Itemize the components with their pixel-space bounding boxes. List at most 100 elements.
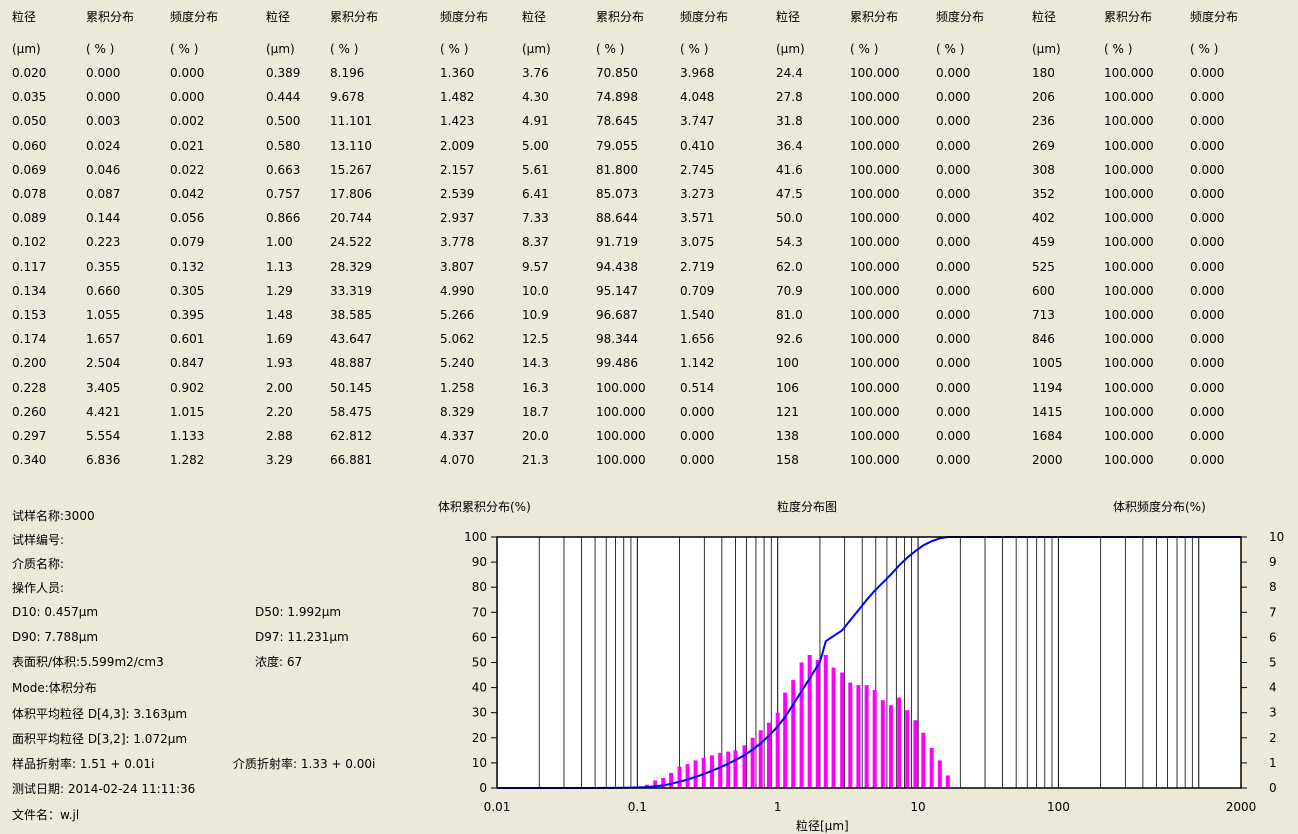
table-cell: 9.678 — [330, 90, 365, 105]
table-cell: 1.540 — [680, 308, 715, 322]
table-cell: 846 — [1032, 332, 1055, 347]
table-cell: 0.000 — [936, 380, 971, 395]
chart-title: 粒度分布图 — [777, 499, 837, 514]
table-cell: 100.000 — [850, 211, 900, 226]
table-cell: 1.657 — [86, 332, 121, 347]
table-cell: 0.000 — [936, 356, 971, 371]
table-cell: 1.656 — [680, 332, 715, 347]
y-tick-label-left: 90 — [472, 555, 487, 569]
table-cell: 1.482 — [440, 90, 475, 105]
table-cell: 47.5 — [776, 187, 803, 201]
table-cell: 3.747 — [680, 114, 715, 129]
table-cell: 0.035 — [12, 90, 47, 105]
table-cell: 0.132 — [170, 259, 205, 274]
table-cell: 0.223 — [86, 235, 121, 250]
table-cell: 3.273 — [680, 187, 715, 201]
table-cell: 0.902 — [170, 380, 205, 395]
table-cell: 0.000 — [936, 114, 971, 129]
table-cell: 100.000 — [596, 380, 646, 395]
table-cell: 100.000 — [1104, 259, 1154, 274]
table-cell: 5.240 — [440, 356, 475, 371]
frequency-bar — [913, 720, 918, 788]
table-cell: 43.647 — [330, 332, 372, 347]
y-tick-label-left: 10 — [472, 756, 487, 770]
table-cell: 3.405 — [86, 380, 121, 395]
table-cell: 1.423 — [440, 114, 475, 129]
column-header: 频度分布 — [440, 10, 489, 24]
table-cell: 27.8 — [776, 90, 803, 105]
x-tick-label: 0.1 — [628, 800, 647, 814]
frequency-bar — [937, 760, 942, 788]
table-cell: 79.055 — [596, 138, 638, 153]
frequency-bar — [848, 682, 853, 788]
table-cell: 0.000 — [936, 211, 971, 226]
table-cell: 54.3 — [776, 235, 803, 250]
table-cell: 0.000 — [170, 90, 205, 105]
frequency-bar — [807, 654, 812, 788]
y-tick-label-right: 5 — [1269, 656, 1277, 670]
table-cell: 1.13 — [266, 259, 293, 274]
table-cell: 2.88 — [266, 429, 293, 443]
table-cell: 98.344 — [596, 332, 638, 347]
sample-number: 试样编号: — [12, 533, 65, 547]
table-cell: 0.866 — [266, 211, 301, 226]
medium-name: 介质名称: — [12, 557, 65, 571]
table-cell: 0.000 — [680, 404, 715, 419]
table-cell: 88.644 — [596, 211, 638, 226]
table-cell: 62.812 — [330, 429, 372, 443]
y-tick-label-left: 0 — [479, 781, 487, 795]
table-cell: 1.93 — [266, 356, 293, 371]
table-cell: 1.29 — [266, 283, 293, 298]
frequency-bar — [864, 685, 869, 788]
column-header: 累积分布 — [596, 10, 645, 24]
table-cell: 2.157 — [440, 162, 475, 177]
frequency-bar — [693, 760, 698, 788]
table-cell: 121 — [776, 404, 799, 419]
table-cell: 100.000 — [1104, 138, 1154, 153]
table-cell: 0.000 — [936, 308, 971, 322]
frequency-bar — [880, 700, 885, 788]
table-cell: 0.444 — [266, 90, 301, 105]
y-tick-label-left: 60 — [472, 630, 487, 644]
table-cell: 1.48 — [266, 308, 293, 322]
table-cell: 0.024 — [86, 138, 121, 153]
table-cell: 5.062 — [440, 332, 475, 347]
table-cell: 0.102 — [12, 235, 47, 250]
table-cell: 0.000 — [936, 259, 971, 274]
column-header: 粒径 — [522, 10, 547, 24]
table-cell: 31.8 — [776, 114, 803, 129]
frequency-bar — [775, 712, 780, 788]
table-cell: 0.134 — [12, 283, 47, 298]
frequency-bar — [758, 730, 763, 788]
test-date: 测试日期: 2014-02-24 11:11:36 — [12, 782, 196, 796]
frequency-bar — [661, 777, 666, 788]
table-cell: 1.360 — [440, 66, 475, 80]
frequency-bar — [872, 690, 877, 788]
table-cell: 3.76 — [522, 66, 549, 80]
table-cell: 24.522 — [330, 235, 372, 250]
table-cell: 0.000 — [1190, 114, 1225, 129]
y-tick-label-left: 40 — [472, 681, 487, 695]
table-cell: 70.9 — [776, 283, 803, 298]
table-cell: 1415 — [1032, 404, 1063, 419]
surface-volume: 表面积/体积:5.599m2/cm3 — [12, 655, 164, 669]
column-header: 粒径 — [1032, 10, 1057, 24]
concentration: 浓度: 67 — [255, 655, 303, 669]
table-cell: 50.145 — [330, 380, 372, 395]
table-cell: 0.000 — [1190, 308, 1225, 322]
table-cell: 33.319 — [330, 283, 372, 298]
y-tick-label-right: 6 — [1269, 630, 1277, 644]
frequency-bar — [791, 680, 796, 788]
column-header: 粒径 — [12, 10, 37, 24]
table-cell: 81.800 — [596, 162, 638, 177]
table-cell: 0.410 — [680, 138, 715, 153]
table-cell: 0.395 — [170, 308, 205, 322]
table-cell: 2.539 — [440, 187, 475, 201]
y-tick-label-left: 30 — [472, 706, 487, 720]
table-cell: 100.000 — [1104, 162, 1154, 177]
table-cell: 92.6 — [776, 332, 803, 347]
y-axis-label-left: 体积累积分布(%) — [438, 500, 531, 514]
table-cell: 10.9 — [522, 308, 549, 322]
data-table: 粒径 累积分布 频度分布 粒径 累积分布 频度分布 粒径 累积分布 频度分布 粒径 累积分布 频度分布… — [12, 10, 1238, 467]
x-tick-label: 100 — [1047, 800, 1070, 814]
